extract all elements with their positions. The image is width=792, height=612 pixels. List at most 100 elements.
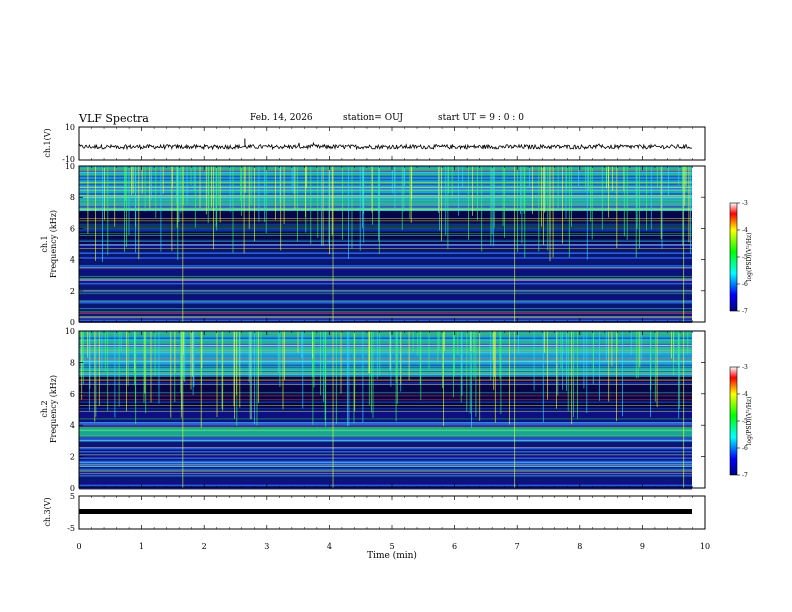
spectrogram-band	[79, 257, 692, 259]
spectrogram-tone-line	[79, 182, 692, 184]
spectrogram-sferic	[448, 166, 449, 193]
spectrogram-tone-line	[79, 186, 692, 188]
spectrogram-event	[182, 166, 184, 322]
spectrogram-sferic	[322, 166, 324, 246]
spectrogram-band	[79, 223, 692, 226]
spectrogram-sferic	[565, 166, 567, 190]
x-tick-label: 6	[452, 542, 457, 551]
spectrogram-tone-line	[79, 351, 692, 353]
spectrogram-sferic	[491, 166, 493, 235]
spectrogram-sferic	[258, 166, 260, 222]
spectrogram-sferic	[479, 331, 481, 421]
spectrogram-sferic	[378, 166, 380, 255]
spectrogram-band	[79, 468, 692, 471]
spectrogram-tone-line	[79, 244, 692, 246]
spectrogram-band	[79, 175, 692, 178]
spectrogram-band	[79, 382, 692, 384]
spectrogram-band	[79, 343, 692, 346]
spectrogram-band	[79, 459, 692, 461]
spectrogram-sferic	[451, 166, 453, 199]
spectrogram-sferic	[660, 166, 662, 239]
spectrogram-sferic	[490, 331, 492, 381]
spectrogram-sferic	[359, 166, 361, 251]
spectrogram-sferic	[372, 166, 373, 225]
y-tick-label: 2	[70, 287, 75, 296]
spectrogram-sferic	[162, 166, 164, 194]
spectrogram-tone-line	[79, 384, 692, 385]
spectrogram-sferic	[461, 331, 463, 396]
spectrogram-sferic	[251, 331, 252, 420]
spectrogram-sferic	[437, 331, 439, 364]
spectrogram-event	[514, 331, 516, 488]
ch2-colorbar-label: log(PSD)(V²/Hz)	[746, 397, 753, 446]
spectrogram-tone-line	[79, 235, 692, 236]
spectrogram-band	[79, 345, 692, 348]
spectrogram-band	[79, 290, 692, 293]
spectrogram-sferic	[492, 331, 494, 361]
spectrogram-sferic	[320, 331, 321, 395]
spectrogram-sferic	[362, 166, 364, 214]
y-tick-label: 0	[70, 318, 75, 327]
spectrogram-sferic	[249, 331, 251, 420]
spectrogram-band	[79, 180, 692, 183]
spectrogram-band	[79, 244, 692, 247]
spectrogram-sferic	[372, 331, 374, 418]
spectrogram-sferic	[639, 331, 641, 368]
x-tick-label: 4	[327, 542, 332, 551]
spectrogram-event	[332, 331, 334, 488]
spectrogram-sferic	[466, 331, 468, 412]
spectrogram-band	[79, 484, 692, 487]
ch3-ylabel: ch.3(V)	[43, 497, 52, 526]
spectrogram-sferic	[469, 331, 471, 414]
x-tick-label: 3	[264, 542, 269, 551]
spectrogram-tone-line	[79, 248, 692, 249]
colorbar-tick-label: -5	[742, 418, 748, 425]
spectrogram-band	[79, 406, 692, 408]
spectrogram-tone-line	[79, 208, 692, 210]
spectrogram-band	[79, 255, 692, 258]
spectrogram-sferic	[126, 331, 127, 412]
spectrogram-sferic	[490, 166, 492, 246]
spectrogram-sferic	[608, 331, 610, 402]
spectrogram-band	[79, 204, 692, 207]
spectrogram-sferic	[371, 331, 372, 413]
spectrogram-sferic	[216, 166, 218, 231]
spectrogram-sferic	[135, 166, 136, 253]
spectrogram-sferic	[616, 331, 618, 352]
spectrogram-sferic	[256, 331, 258, 426]
spectrogram-sferic	[438, 331, 440, 351]
spectrogram-sferic	[348, 331, 350, 426]
spectrogram-sferic	[186, 166, 188, 204]
spectrogram-band	[79, 170, 692, 173]
spectrogram-tone-line	[79, 345, 692, 347]
spectrogram-tone-line	[79, 196, 692, 198]
spectrogram-sferic	[650, 331, 652, 391]
spectrogram-band	[79, 460, 692, 463]
spectrogram-sferic	[447, 166, 449, 250]
spectrogram-sferic	[400, 331, 402, 385]
spectrogram-sferic	[104, 331, 106, 372]
spectrogram-band	[79, 428, 692, 431]
spectrogram-band	[79, 294, 692, 296]
spectrogram-sferic	[578, 166, 579, 187]
spectrogram-sferic	[177, 166, 179, 261]
spectrogram-sferic	[353, 331, 355, 424]
spectrogram-band	[79, 268, 692, 271]
spectrogram-sferic	[279, 166, 281, 203]
spectrogram-tone-line	[79, 172, 692, 173]
spectrogram-sferic	[445, 166, 447, 235]
spectrogram-band	[79, 396, 692, 399]
spectrogram-band	[79, 339, 692, 341]
spectrogram-sferic	[565, 166, 567, 219]
spectrogram-band	[79, 412, 692, 415]
spectrogram-sferic	[143, 331, 145, 403]
spectrogram-sferic	[135, 331, 137, 424]
spectrogram-event	[683, 331, 685, 488]
spectrogram-sferic	[616, 166, 618, 248]
spectrogram-band	[79, 486, 692, 488]
spectrogram-sferic	[586, 331, 588, 413]
spectrogram-sferic	[138, 166, 140, 260]
spectrogram-sferic	[126, 166, 127, 247]
spectrogram-band	[79, 209, 692, 211]
spectrogram-sferic	[193, 331, 195, 387]
